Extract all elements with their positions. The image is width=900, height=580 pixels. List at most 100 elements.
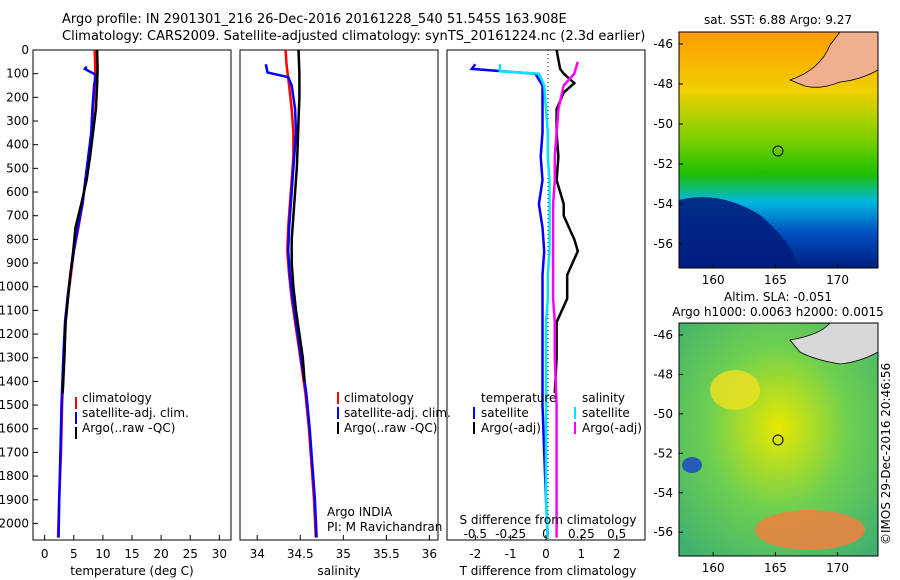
legend-label-argo: Argo(..raw -QC) — [82, 421, 175, 435]
sla-map-title: Altim. SLA: -0.051 — [724, 290, 832, 304]
x-tick-label: 36 — [422, 547, 437, 561]
map-y-tick-label: -56 — [653, 525, 673, 539]
x-tick-label: -2 — [469, 547, 481, 561]
legend-label-argo: Argo(..raw -QC) — [344, 421, 437, 435]
x-tick-label: 0 — [542, 547, 550, 561]
legend-label-t-satellite: satellite — [481, 406, 529, 420]
map-x-tick-label: 170 — [826, 561, 849, 575]
series-line-2 — [290, 49, 306, 382]
depth-tick-label: 700 — [6, 209, 29, 223]
series-line-0 — [56, 49, 97, 538]
depth-tick-label: 800 — [6, 232, 29, 246]
depth-tick-label: 1700 — [0, 445, 29, 459]
map-y-tick-label: -46 — [653, 328, 673, 342]
float-pi: PI: M Ravichandran — [327, 520, 442, 534]
depth-tick-label: 400 — [6, 138, 29, 152]
cold-water-patch — [679, 197, 800, 268]
map-y-tick-label: -52 — [653, 446, 673, 460]
depth-tick-label: 1900 — [0, 493, 29, 507]
t-difference-x-axis: -2 -1 0 1 2 — [469, 535, 621, 561]
map-y-tick-label: -56 — [653, 237, 673, 251]
x-tick-label: -1 — [505, 547, 517, 561]
sst-map: sat. SST: 6.88 Argo: 9.27 160 165 170 -46 -4… — [653, 13, 879, 287]
salinity-legend: climatology satellite-adj. clim. Argo(..… — [337, 391, 451, 435]
map-x-tick-label: 165 — [764, 273, 787, 287]
temperature-series — [56, 49, 99, 538]
page-title-line1: Argo profile: IN 2901301_216 26-Dec-2016… — [62, 12, 567, 27]
map-y-tick-label: -50 — [653, 117, 673, 131]
temperature-panel: 0100200300400500600700800900100011001200… — [0, 43, 232, 578]
map-y-tick-label: -54 — [653, 197, 673, 211]
legend-label-satellite: satellite-adj. clim. — [82, 406, 189, 420]
legend-label-s-satellite: satellite — [582, 406, 630, 420]
sla-map-frame — [678, 322, 879, 557]
salinity-panel: 34 34.5 35 35.5 36 climatology satellite-adj… — [239, 49, 451, 578]
sst-map-title: sat. SST: 6.88 Argo: 9.27 — [704, 13, 852, 27]
x-tick-label: 30 — [212, 547, 227, 561]
depth-tick-label: 2000 — [0, 516, 29, 530]
depth-tick-label: 300 — [6, 114, 29, 128]
land-mass — [788, 31, 879, 88]
salinity-x-label: salinity — [317, 564, 360, 578]
x-tick-label: 34 — [250, 547, 265, 561]
legend-label-t-argo: Argo(-adj) — [481, 421, 541, 435]
depth-tick-label: 900 — [6, 256, 29, 270]
s-tick-label: -0.25 — [495, 527, 526, 541]
temperature-x-axis: 0 5 10 15 20 25 30 — [41, 535, 227, 561]
legend-heading-salinity: salinity — [582, 391, 625, 405]
depth-tick-label: 1400 — [0, 374, 29, 388]
sla-map: Altim. SLA: -0.051 Argo h1000: 0.0063 h2… — [653, 290, 883, 575]
x-tick-label: 1 — [578, 547, 586, 561]
map-x-tick-label: 170 — [826, 273, 849, 287]
legend-label-climatology: climatology — [82, 391, 152, 405]
land-mass — [789, 322, 879, 365]
argo-float-marker — [772, 145, 784, 157]
salinity-plot-frame — [239, 49, 439, 541]
salinity-series — [264, 49, 318, 538]
depth-tick-label: 1800 — [0, 469, 29, 483]
x-tick-label: 5 — [70, 547, 78, 561]
salinity-x-axis: 34 34.5 35 35.5 36 — [250, 535, 437, 561]
x-tick-label: 20 — [153, 547, 168, 561]
x-tick-label: 35 — [336, 547, 351, 561]
map-y-tick-label: -48 — [653, 77, 673, 91]
x-tick-label: 25 — [183, 547, 198, 561]
depth-tick-label: 500 — [6, 161, 29, 175]
x-tick-label: 35.5 — [373, 547, 400, 561]
series-line-1 — [264, 63, 318, 538]
x-tick-label: 15 — [124, 547, 139, 561]
legend-heading-temperature: temperature — [481, 391, 556, 405]
x-tick-label: 34.5 — [287, 547, 314, 561]
depth-tick-label: 600 — [6, 185, 29, 199]
series-line-2 — [61, 49, 99, 394]
s-tick-label: -0.5 — [464, 527, 487, 541]
difference-legend: temperature satellite Argo(-adj) salinit… — [473, 391, 642, 435]
depth-tick-label: 200 — [6, 90, 29, 104]
map-x-tick-label: 160 — [702, 561, 725, 575]
map-y-tick-label: -54 — [653, 486, 673, 500]
s-tick-label: 0.25 — [568, 527, 595, 541]
series-line-0 — [469, 63, 550, 538]
s-difference-axis: -0.5 -0.25 0 0.25 0.5 — [464, 527, 627, 541]
depth-axis: 0 100 200 300 400 500 600 700 800 900 1000 1100 1200… — [0, 43, 38, 530]
s-tick-label: 0 — [542, 527, 550, 541]
map-y-tick-label: -52 — [653, 157, 673, 171]
depth-tick-label: 1600 — [0, 422, 29, 436]
t-difference-label: T difference from climatology — [459, 564, 637, 578]
series-line-3 — [551, 61, 579, 538]
series-line-1 — [57, 65, 98, 538]
depth-tick-label: 1300 — [0, 351, 29, 365]
depth-tick-label: 0 — [21, 43, 29, 57]
series-line-1 — [553, 49, 580, 394]
depth-tick-label: 100 — [6, 67, 29, 81]
depth-tick-label: 1500 — [0, 398, 29, 412]
legend-label-satellite: satellite-adj. clim. — [344, 406, 451, 420]
depth-tick-label: 1000 — [0, 280, 29, 294]
temperature-x-label: temperature (deg C) — [70, 564, 193, 578]
s-tick-label: 0.5 — [607, 527, 626, 541]
series-line-2 — [498, 64, 551, 538]
temperature-plot-frame — [32, 49, 232, 541]
difference-panel: -2 -1 0 1 2 -0.5 -0.25 0 0.25 0.5 temperature sa… — [446, 49, 646, 578]
depth-tick-label: 1100 — [0, 303, 29, 317]
